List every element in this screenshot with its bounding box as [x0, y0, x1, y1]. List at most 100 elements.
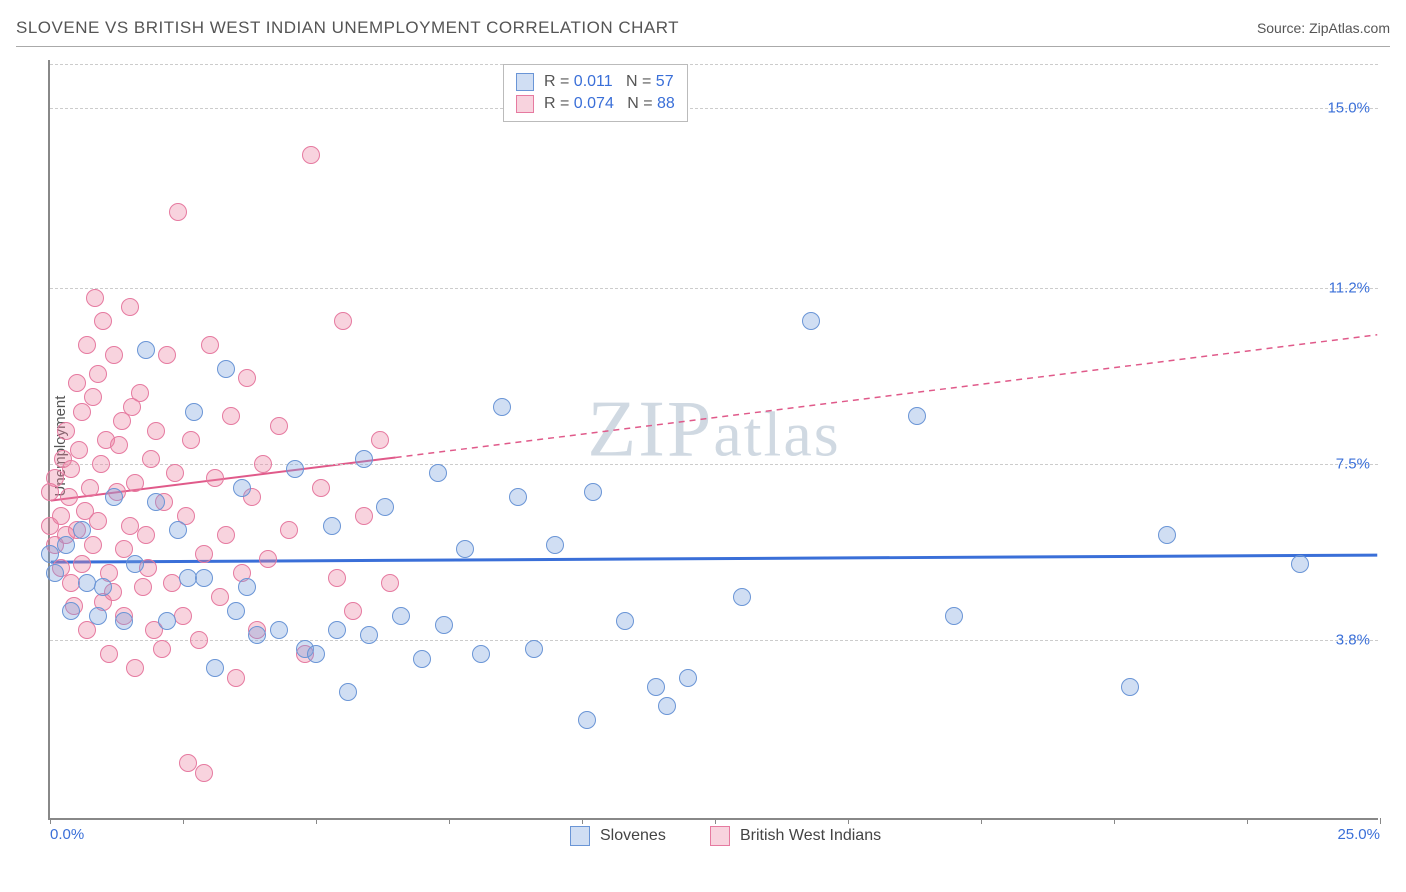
data-point: [392, 607, 410, 625]
data-point: [546, 536, 564, 554]
data-point: [201, 336, 219, 354]
data-point: [429, 464, 447, 482]
data-point: [302, 146, 320, 164]
data-point: [68, 374, 86, 392]
stats-row: R = 0.011 N = 57: [516, 71, 675, 93]
data-point: [328, 621, 346, 639]
data-point: [206, 659, 224, 677]
data-point: [86, 289, 104, 307]
data-point: [248, 626, 266, 644]
data-point: [73, 555, 91, 573]
data-point: [206, 469, 224, 487]
data-point: [94, 578, 112, 596]
legend-swatch: [710, 826, 730, 846]
x-tick: [50, 818, 51, 824]
data-point: [46, 564, 64, 582]
data-point: [41, 545, 59, 563]
data-point: [89, 365, 107, 383]
data-point: [493, 398, 511, 416]
data-point: [126, 474, 144, 492]
legend-label: British West Indians: [740, 827, 881, 845]
legend-item: Slovenes: [570, 826, 666, 846]
data-point: [158, 612, 176, 630]
stats-row: R = 0.074 N = 88: [516, 93, 675, 115]
stats-text: R = 0.011 N = 57: [544, 73, 674, 91]
data-point: [334, 312, 352, 330]
data-point: [254, 455, 272, 473]
legend-label: Slovenes: [600, 827, 666, 845]
data-point: [46, 469, 64, 487]
data-point: [84, 536, 102, 554]
data-point: [355, 507, 373, 525]
data-point: [472, 645, 490, 663]
data-point: [238, 369, 256, 387]
data-point: [62, 602, 80, 620]
data-point: [280, 521, 298, 539]
data-point: [89, 607, 107, 625]
data-point: [147, 493, 165, 511]
x-tick: [449, 818, 450, 824]
x-tick: [1114, 818, 1115, 824]
data-point: [57, 536, 75, 554]
source-label: Source:: [1257, 20, 1305, 36]
data-point: [84, 388, 102, 406]
data-point: [312, 479, 330, 497]
data-point: [227, 602, 245, 620]
data-point: [169, 203, 187, 221]
data-point: [259, 550, 277, 568]
gridline: [50, 108, 1378, 109]
x-tick: [183, 818, 184, 824]
data-point: [126, 555, 144, 573]
data-point: [733, 588, 751, 606]
x-axis-label: 0.0%: [50, 826, 84, 843]
data-point: [131, 384, 149, 402]
data-point: [174, 607, 192, 625]
data-point: [381, 574, 399, 592]
data-point: [52, 507, 70, 525]
gridline: [50, 464, 1378, 465]
data-point: [525, 640, 543, 658]
data-point: [158, 346, 176, 364]
data-point: [182, 431, 200, 449]
data-point: [105, 346, 123, 364]
stats-legend: R = 0.011 N = 57 R = 0.074 N = 88: [503, 64, 688, 122]
x-tick: [715, 818, 716, 824]
legend-swatch: [516, 73, 534, 91]
plot-area: ZIPatlas 3.8%7.5%11.2%15.0%0.0%25.0%R = …: [48, 60, 1378, 820]
data-point: [360, 626, 378, 644]
data-point: [105, 488, 123, 506]
data-point: [1158, 526, 1176, 544]
data-point: [100, 645, 118, 663]
data-point: [802, 312, 820, 330]
data-point: [679, 669, 697, 687]
data-point: [413, 650, 431, 668]
data-point: [195, 569, 213, 587]
chart-source: Source: ZipAtlas.com: [1257, 20, 1390, 36]
x-tick: [981, 818, 982, 824]
x-axis-label: 25.0%: [1337, 826, 1380, 843]
data-point: [169, 521, 187, 539]
data-point: [371, 431, 389, 449]
data-point: [94, 312, 112, 330]
y-tick-label: 7.5%: [1336, 455, 1370, 472]
data-point: [126, 659, 144, 677]
data-point: [121, 298, 139, 316]
y-tick-label: 11.2%: [1329, 280, 1370, 297]
data-point: [195, 545, 213, 563]
data-point: [60, 488, 78, 506]
data-point: [339, 683, 357, 701]
data-point: [456, 540, 474, 558]
y-tick-label: 15.0%: [1327, 99, 1370, 116]
y-tick-label: 3.8%: [1336, 631, 1370, 648]
data-point: [509, 488, 527, 506]
data-point: [62, 460, 80, 478]
data-point: [1121, 678, 1139, 696]
gridline: [50, 288, 1378, 289]
data-point: [137, 526, 155, 544]
data-point: [222, 407, 240, 425]
data-point: [115, 612, 133, 630]
x-tick: [582, 818, 583, 824]
gridline: [50, 64, 1378, 65]
data-point: [307, 645, 325, 663]
data-point: [137, 341, 155, 359]
